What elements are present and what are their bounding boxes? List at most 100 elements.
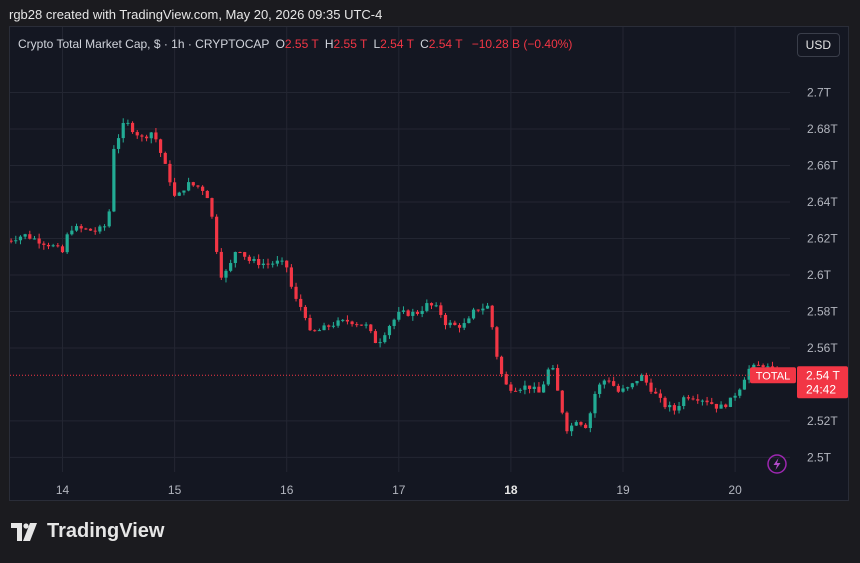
candle-body — [546, 369, 550, 385]
candle-body — [98, 226, 102, 232]
candle-body — [182, 190, 186, 193]
candle-body — [331, 325, 336, 327]
candle-body — [18, 236, 23, 241]
candle-body — [121, 122, 125, 139]
candle-body — [584, 424, 588, 429]
candle-body — [275, 260, 279, 264]
candle-body — [691, 398, 695, 400]
candle-body — [299, 298, 303, 307]
candle-body — [196, 185, 200, 187]
candle-body — [60, 246, 65, 253]
candle-body — [532, 386, 536, 389]
high-value: 2.55 T — [333, 37, 368, 51]
candle-body — [219, 251, 223, 278]
y-tick-label: 2.62T — [807, 231, 838, 245]
candle-body — [289, 267, 293, 287]
candle-body — [457, 325, 462, 328]
candle-body — [738, 389, 742, 396]
x-tick-label: 20 — [728, 483, 742, 497]
candle-body — [65, 234, 69, 253]
candle-body — [247, 256, 251, 261]
candle-body — [158, 139, 163, 153]
candle-body — [168, 163, 172, 183]
candle-body — [476, 309, 480, 311]
low-label: L — [373, 37, 381, 51]
candle-body — [210, 198, 214, 217]
symbol-title[interactable]: Crypto Total Market Cap, $ · 1h · CRYPTO… — [18, 37, 270, 51]
candle-body — [144, 136, 149, 139]
candle-body — [116, 138, 121, 149]
candle-body — [294, 286, 298, 299]
y-tick-label: 2.6T — [807, 268, 832, 282]
candle-body — [303, 306, 307, 318]
candle-body — [612, 381, 616, 386]
candle-body — [677, 405, 681, 411]
currency-button[interactable]: USD — [796, 33, 840, 57]
candle-body — [710, 402, 714, 404]
candlestick-chart[interactable]: TOTAL 2.54 T24:42 2.7T2.68T2.66T2.64T2.62… — [10, 27, 848, 500]
candle-body — [570, 425, 574, 432]
candle-body — [313, 330, 317, 332]
candle-body — [191, 182, 195, 186]
candle-body — [607, 380, 611, 382]
candle-body — [88, 228, 93, 231]
candle-body — [630, 383, 634, 388]
lightning-icon-bolt — [773, 458, 781, 470]
candle-body — [229, 263, 233, 271]
y-tick-label: 2.56T — [807, 341, 838, 355]
candle-body — [107, 211, 111, 227]
high-label: H — [324, 37, 334, 51]
candle-body — [126, 122, 130, 124]
y-tick-label: 2.68T — [807, 122, 838, 136]
candle-body — [252, 259, 256, 261]
chart-attribution: rgb28 created with TradingView.com, May … — [9, 7, 383, 22]
y-tick-label: 2.64T — [807, 195, 838, 209]
candle-body — [668, 405, 672, 408]
candle-body — [130, 122, 135, 133]
x-tick-label: 16 — [280, 483, 294, 497]
candle-body — [177, 192, 181, 196]
candle-body — [261, 263, 265, 266]
candle-body — [682, 397, 686, 406]
candle-body — [537, 386, 541, 393]
candle-body — [173, 182, 177, 196]
candle-body — [705, 400, 709, 403]
chart-panel[interactable]: TOTAL 2.54 T 24:42 2.7T 2.68T 2.66T 2.64T 2.62… — [9, 26, 849, 501]
candle-body — [266, 263, 270, 265]
candle-body — [56, 245, 60, 247]
candle-body — [420, 310, 424, 314]
x-tick-label: 15 — [168, 483, 182, 497]
price-tag-countdown: 24:42 — [806, 382, 836, 396]
candle-body — [686, 397, 690, 399]
candle-body — [462, 323, 466, 328]
close-value: 2.54 T — [428, 37, 463, 51]
low-value: 2.54 T — [380, 37, 414, 51]
brand-name: TradingView — [47, 520, 165, 542]
candle-body — [406, 310, 410, 316]
candle-body — [658, 393, 662, 398]
candle-body — [621, 388, 625, 392]
candle-body — [467, 318, 471, 324]
candle-body — [336, 320, 340, 326]
candle-body — [215, 216, 219, 252]
candle-body — [509, 384, 513, 391]
y-tick-label: 2.7T — [807, 86, 832, 100]
candle-body — [649, 382, 653, 392]
candle-body — [378, 342, 382, 344]
candle-body — [140, 135, 144, 137]
candle-body — [79, 226, 83, 229]
candle-body — [663, 397, 667, 408]
candle-body — [742, 379, 747, 390]
candle-body — [579, 422, 583, 425]
y-tick-label: 2.5T — [807, 450, 832, 464]
candle-body — [345, 319, 350, 322]
candle-body — [761, 365, 765, 368]
candle-body — [616, 385, 620, 392]
lightning-icon[interactable] — [767, 454, 787, 474]
candle-body — [350, 321, 354, 325]
candle-body — [556, 368, 560, 391]
tradingview-logo: TradingView — [11, 520, 164, 543]
candle-body — [163, 152, 167, 164]
candle-body — [504, 374, 508, 385]
candle-body — [640, 375, 644, 381]
